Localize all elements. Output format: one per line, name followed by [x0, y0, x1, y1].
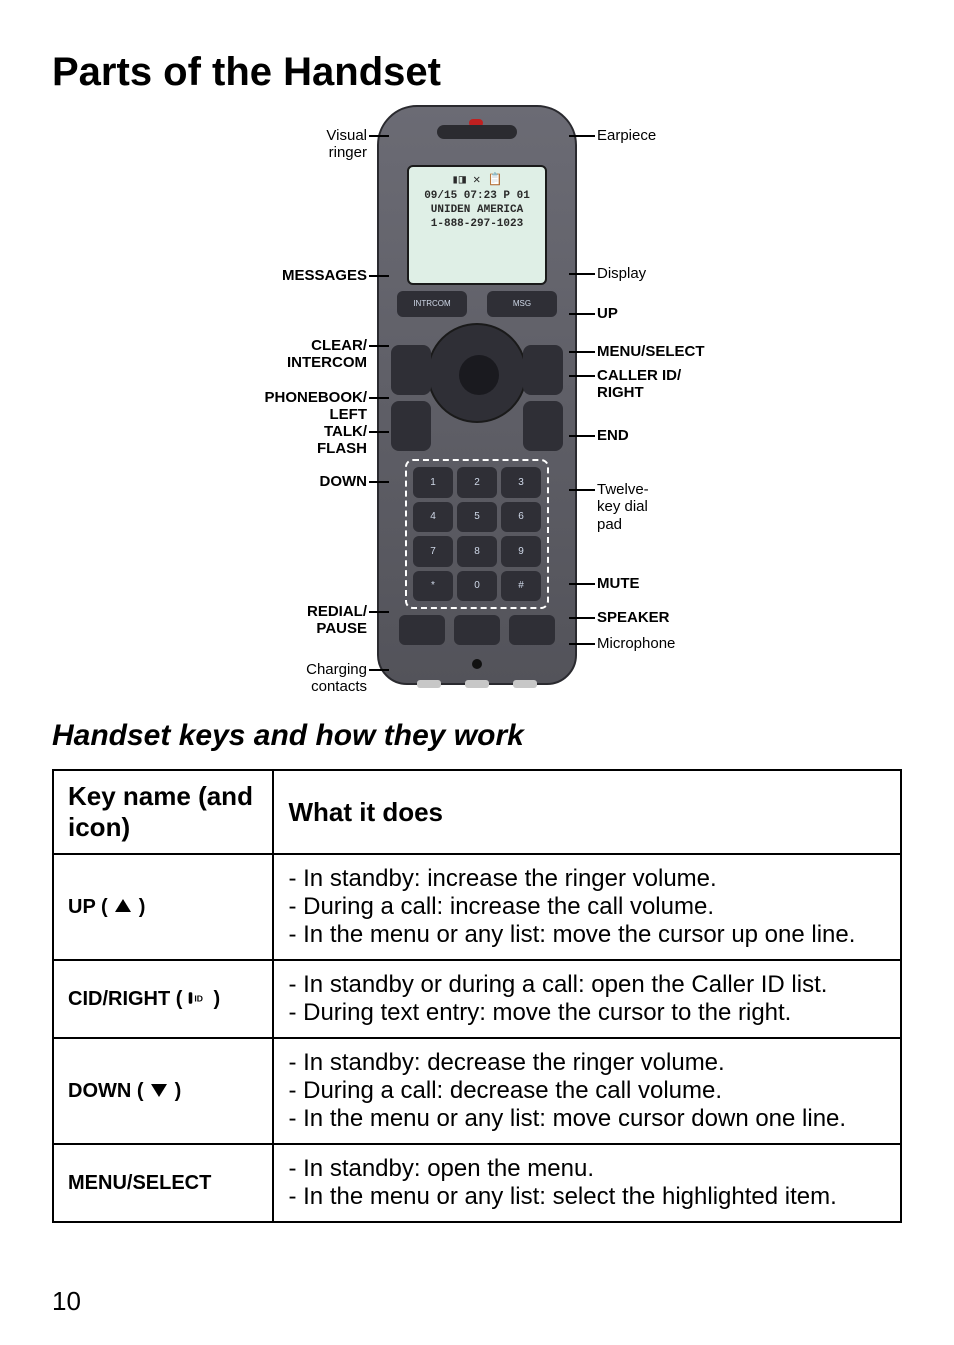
key-description-line: - In the menu or any list: move the curs… [288, 921, 886, 949]
key-name-text: MENU/SELECT [68, 1172, 211, 1194]
handset-keys-table: Key name (and icon) What it does UP ( )-… [52, 769, 902, 1223]
key-name-cell: DOWN ( ) [53, 1038, 273, 1144]
key-description-line: - In standby: decrease the ringer volume… [288, 1049, 886, 1077]
display-line-1: 09/15 07:23 P 01 [415, 189, 539, 203]
key-description-cell: - In standby or during a call: open the … [273, 960, 901, 1038]
callout-label: MUTE [597, 575, 767, 592]
callout-label: Microphone [597, 635, 767, 652]
callout-label: SPEAKER [597, 609, 767, 626]
callout-label: END [597, 427, 767, 444]
callout-label: DOWN [197, 473, 367, 490]
section-subhead: Handset keys and how they work [52, 719, 902, 753]
key-description-line: - In standby: open the menu. [288, 1155, 886, 1183]
callout-label: CLEAR/INTERCOM [197, 337, 367, 372]
key-description-cell: - In standby: open the menu.- In the men… [273, 1144, 901, 1222]
callout-label: Chargingcontacts [197, 661, 367, 696]
key-name-text: UP [68, 896, 95, 918]
table-row: MENU/SELECT - In standby: open the menu.-… [53, 1144, 901, 1222]
page-number: 10 [52, 1286, 81, 1317]
key-description-line: - During a call: increase the call volum… [288, 893, 886, 921]
key-name-text: DOWN [68, 1080, 131, 1102]
key-description-line: - In standby: increase the ringer volume… [288, 865, 886, 893]
table-row: UP ( ) - In standby: increase the ringer … [53, 854, 901, 960]
page-title: Parts of the Handset [52, 50, 902, 95]
table-header-keyname: Key name (and icon) [53, 770, 273, 854]
key-icon: ( ) [131, 1080, 181, 1102]
key-icon: ( ID ) [170, 988, 220, 1010]
callout-label: PHONEBOOK/LEFT [197, 389, 367, 424]
key-description-line: - During text entry: move the cursor to … [288, 999, 886, 1027]
display-line-2: UNIDEN AMERICA [415, 203, 539, 217]
key-name-cell: UP ( ) [53, 854, 273, 960]
handset-display: ▮◨ ✕ 📋 09/15 07:23 P 01 UNIDEN AMERICA 1… [407, 165, 547, 285]
mute-key [454, 615, 500, 645]
key-icon: ( ) [95, 896, 145, 918]
key-description-line: - In standby or during a call: open the … [288, 971, 886, 999]
end-key [523, 401, 563, 451]
softkey-right: MSG [487, 291, 557, 317]
charging-contacts [417, 680, 537, 688]
key-description-cell: - In standby: decrease the ringer volume… [273, 1038, 901, 1144]
key-name-text: CID/RIGHT [68, 988, 170, 1010]
key-description-line: - In the menu or any list: move cursor d… [288, 1105, 886, 1133]
key-name-cell: CID/RIGHT ( ID ) [53, 960, 273, 1038]
table-header-whatitdoes: What it does [273, 770, 901, 854]
key-name-cell: MENU/SELECT [53, 1144, 273, 1222]
display-status-icons: ▮◨ ✕ 📋 [415, 173, 539, 189]
callout-label: TALK/FLASH [197, 423, 367, 458]
svg-text:ID: ID [194, 993, 203, 1003]
callout-label: MESSAGES [197, 267, 367, 284]
callout-label: CALLER ID/RIGHT [597, 367, 767, 402]
key-description-cell: - In standby: increase the ringer volume… [273, 854, 901, 960]
clear-intercom-key [391, 345, 431, 395]
key-description-line: - During a call: decrease the call volum… [288, 1077, 886, 1105]
callout-label: MENU/SELECT [597, 343, 767, 360]
table-row: DOWN ( ) - In standby: decrease the ringe… [53, 1038, 901, 1144]
callout-label: Twelve-key dialpad [597, 481, 767, 533]
twelve-key-dialpad: 123 456 789 *0# [405, 459, 549, 609]
handset-diagram: ▮◨ ✕ 📋 09/15 07:23 P 01 UNIDEN AMERICA 1… [197, 105, 757, 705]
talk-flash-key [391, 401, 431, 451]
callout-label: Display [597, 265, 767, 282]
key-description-line: - In the menu or any list: select the hi… [288, 1183, 886, 1211]
handset-illustration: ▮◨ ✕ 📋 09/15 07:23 P 01 UNIDEN AMERICA 1… [377, 105, 577, 685]
microphone-hole [472, 659, 482, 669]
table-row: CID/RIGHT ( ID ) - In standby or during a… [53, 960, 901, 1038]
callout-label: Visualringer [197, 127, 367, 162]
redial-pause-key [399, 615, 445, 645]
menu-select-key [523, 345, 563, 395]
callout-label: Earpiece [597, 127, 767, 144]
callout-label: REDIAL/PAUSE [197, 603, 367, 638]
earpiece-slot [437, 125, 517, 139]
speaker-key [509, 615, 555, 645]
display-line-3: 1-888-297-1023 [415, 217, 539, 231]
softkey-left: INTRCOM [397, 291, 467, 317]
nav-ring [427, 323, 527, 423]
callout-label: UP [597, 305, 767, 322]
